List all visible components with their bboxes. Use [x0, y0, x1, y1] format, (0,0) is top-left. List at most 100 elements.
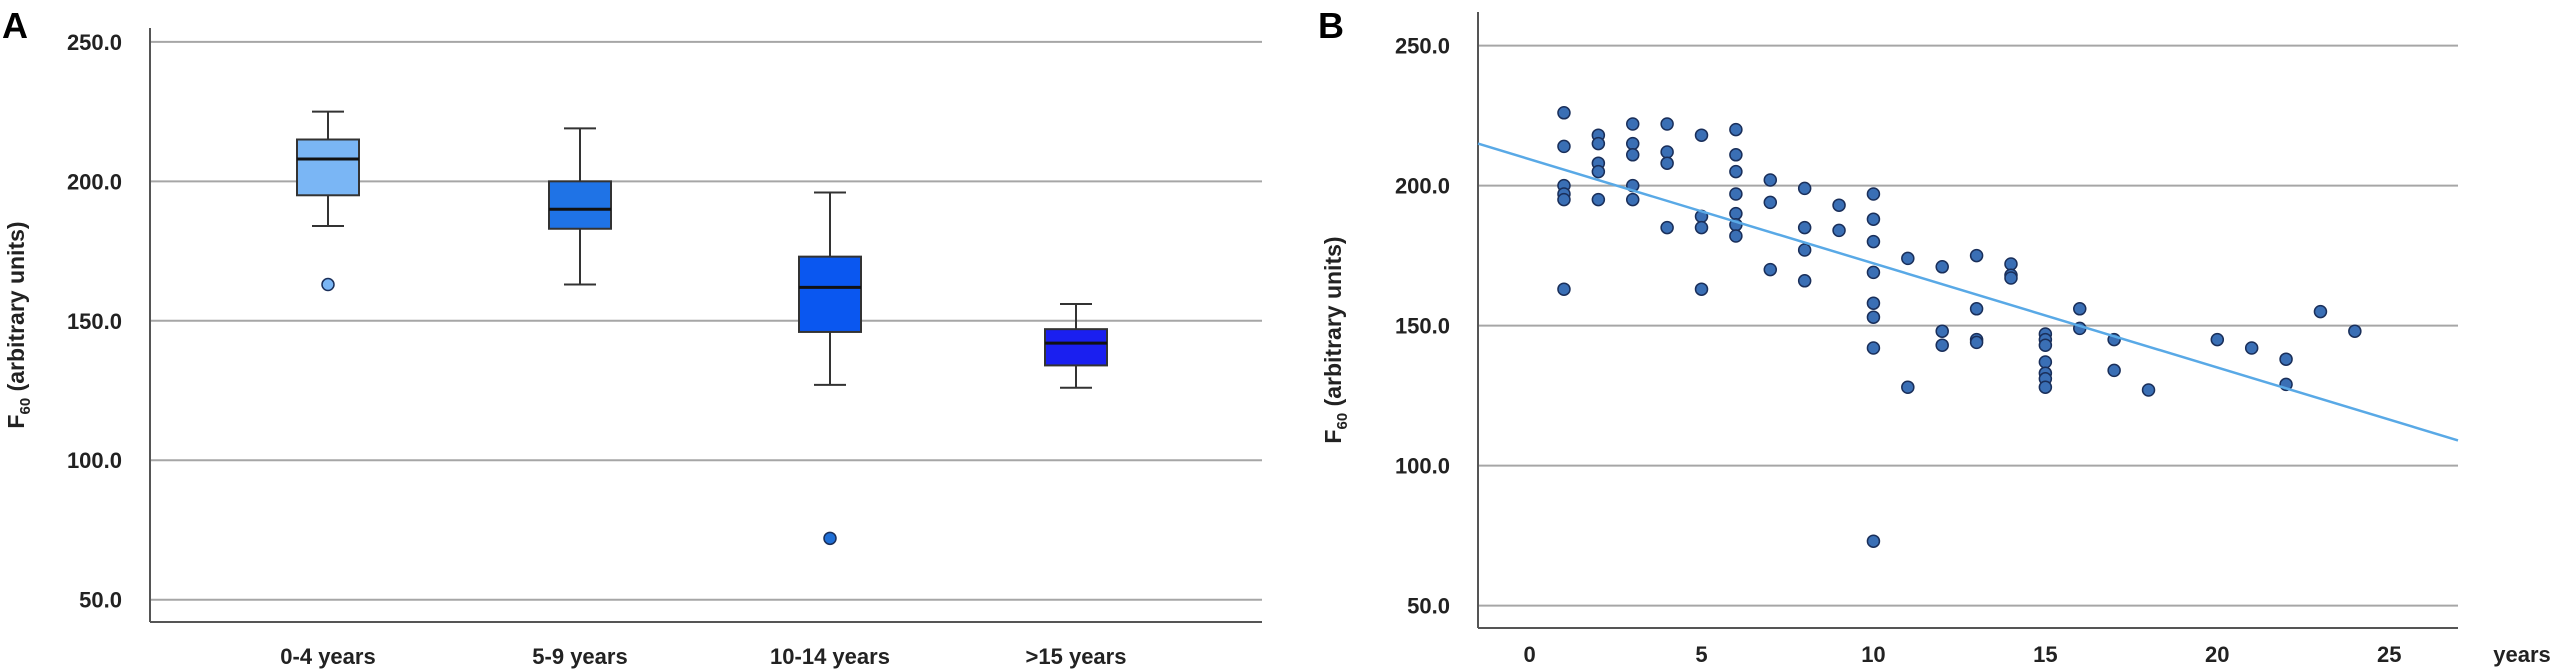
scatter-point [1901, 251, 1915, 266]
b-x-tick-label: 10 [1861, 642, 1885, 667]
scatter-plot-panel-b: 50.0 100.0 150.0 200.0 250.0 0 5 10 15 20 25 year… [1320, 12, 2551, 667]
b-regression-line [1477, 142, 2459, 442]
a-y-axis-title: F60 (arbitrary units) [3, 221, 34, 428]
scatter-point [1729, 148, 1743, 162]
scatter-point [2141, 383, 2156, 397]
a-boxes [296, 110, 1108, 546]
scatter-point [1591, 136, 1606, 151]
scatter-point [1832, 223, 1846, 238]
b-x-axis-title: years [2493, 642, 2551, 667]
scatter-point [1729, 229, 1743, 243]
scatter-point [1729, 164, 1743, 179]
scatter-point [2038, 380, 2053, 394]
scatter-point [1591, 164, 1606, 179]
scatter-point [1591, 192, 1606, 207]
scatter-point [1660, 156, 1674, 170]
scatter-point [1935, 324, 1949, 338]
iqr-box [548, 180, 612, 230]
box-4 [1044, 303, 1108, 389]
a-x-tick-label: 5-9 years [532, 644, 627, 669]
scatter-point [1625, 192, 1640, 207]
scatter-point [1969, 248, 1984, 263]
scatter-point [2244, 341, 2259, 355]
scatter-point [2348, 324, 2362, 338]
scatter-point [1866, 296, 1881, 310]
scatter-point [1866, 534, 1881, 548]
scatter-point [1797, 243, 1812, 257]
scatter-point [1694, 128, 1709, 142]
scatter-point [2004, 257, 2018, 271]
scatter-point [1763, 262, 1778, 277]
scatter-point [1660, 220, 1674, 235]
scatter-point [2004, 271, 2018, 285]
scatter-point [2107, 363, 2121, 378]
scatter-point [1901, 380, 1915, 394]
b-y-tick-label: 200.0 [1395, 174, 1450, 199]
a-gridlines [150, 40, 1262, 601]
a-y-tick-label: 50.0 [79, 588, 122, 613]
scatter-point [1866, 341, 1881, 355]
scatter-point [1866, 212, 1881, 226]
scatter-point [2210, 332, 2225, 347]
a-y-tick-label: 150.0 [67, 309, 122, 334]
scatter-point [1729, 122, 1743, 137]
scatter-point [1866, 310, 1881, 324]
scatter-point [1625, 136, 1640, 151]
scatter-point [1969, 335, 1984, 350]
scatter-point [1935, 260, 1949, 274]
a-x-tick-label: 10-14 years [770, 644, 890, 669]
b-x-tick-label: 20 [2205, 642, 2229, 667]
b-x-tick-label: 15 [2033, 642, 2057, 667]
b-y-tick-label: 100.0 [1395, 454, 1450, 479]
scatter-point [1797, 220, 1812, 235]
scatter-point [2038, 338, 2053, 352]
scatter-point [2073, 302, 2087, 316]
scatter-point [1660, 117, 1674, 131]
scatter-point [1763, 173, 1778, 187]
scatter-point [1557, 192, 1571, 207]
iqr-box [798, 255, 862, 333]
scatter-point [1660, 145, 1674, 159]
scatter-point [1763, 195, 1778, 210]
scatter-point [2279, 352, 2293, 366]
scatter-point [1625, 148, 1640, 162]
scatter-point [1729, 206, 1743, 221]
b-x-tick-label: 25 [2377, 642, 2401, 667]
b-y-axis-title: F60 (arbitrary units) [1320, 236, 1351, 443]
scatter-point [1832, 198, 1846, 212]
iqr-box [1044, 328, 1108, 367]
panel-a-label: A [2, 5, 28, 46]
a-x-tick-label: 0-4 years [280, 644, 375, 669]
scatter-point [1935, 338, 1949, 352]
b-y-tick-label: 50.0 [1407, 594, 1450, 619]
box-1 [296, 110, 360, 292]
a-x-tick-label: >15 years [1026, 644, 1127, 669]
scatter-point [1866, 265, 1881, 280]
scatter-point [1729, 187, 1743, 201]
scatter-point [2038, 355, 2053, 369]
box-3 [798, 191, 862, 546]
a-y-tick-label: 200.0 [67, 169, 122, 194]
scatter-point [1557, 139, 1571, 154]
a-y-tick-labels: 50.0 100.0 150.0 200.0 250.0 [67, 30, 122, 613]
outlier-point [321, 277, 335, 292]
scatter-point [1625, 117, 1640, 131]
b-y-tick-label: 250.0 [1395, 34, 1450, 59]
a-x-tick-labels: 0-4 years 5-9 years 10-14 years >15 years [280, 644, 1126, 669]
a-y-tick-label: 100.0 [67, 448, 122, 473]
b-gridlines [1478, 44, 2458, 607]
a-y-tick-label: 250.0 [67, 30, 122, 55]
scatter-point [1557, 282, 1571, 296]
scatter-point [1694, 220, 1709, 235]
panel-b-label: B [1318, 5, 1344, 46]
b-y-tick-label: 150.0 [1395, 314, 1450, 339]
scatter-point [1866, 234, 1881, 249]
scatter-point [1557, 106, 1571, 120]
scatter-point [1866, 187, 1881, 201]
b-y-tick-labels: 50.0 100.0 150.0 200.0 250.0 [1395, 34, 1450, 619]
scatter-point [2313, 304, 2328, 319]
box-2 [548, 127, 612, 286]
b-x-tick-label: 0 [1523, 642, 1535, 667]
scatter-point [1797, 181, 1812, 196]
